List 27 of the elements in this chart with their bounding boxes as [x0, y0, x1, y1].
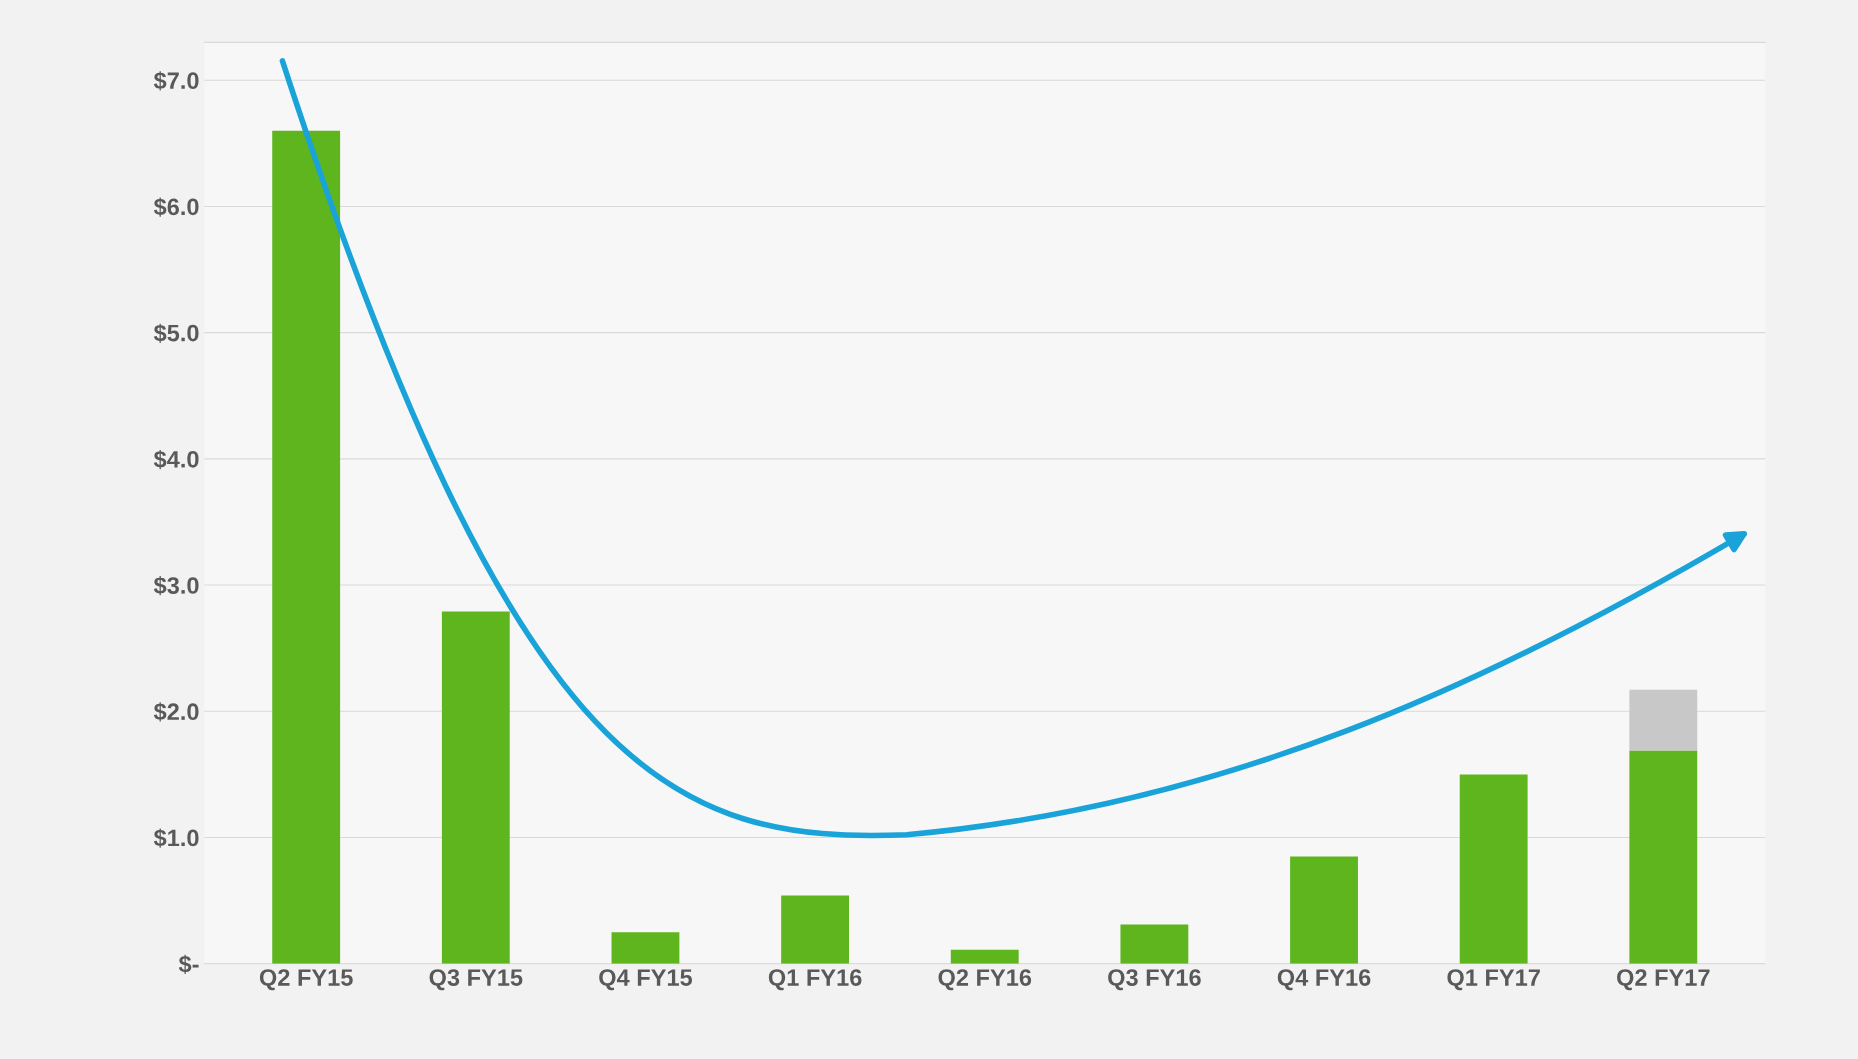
bar: [1459, 774, 1528, 964]
bar: [1290, 856, 1358, 964]
x-tick-label: Q2 FY16: [938, 969, 1032, 991]
x-tick-label: Q3 FY16: [1108, 969, 1201, 991]
x-tick-label: Q2 FY15: [259, 969, 353, 991]
bar: [1629, 689, 1698, 751]
y-tick-label: $6.0: [153, 197, 199, 217]
bar: [781, 895, 850, 964]
x-tick-label: Q4 FY15: [599, 969, 693, 991]
x-tick-label: Q4 FY16: [1277, 969, 1371, 991]
x-tick-label: Q3 FY15: [429, 969, 523, 991]
y-tick-label: $1.0: [153, 828, 199, 848]
bar: [611, 932, 680, 964]
x-tick-label: Q2 FY17: [1617, 969, 1710, 991]
bar: [272, 130, 341, 964]
bar: [1629, 750, 1698, 964]
bar: [950, 949, 1019, 964]
y-tick-label: $-: [178, 954, 199, 974]
y-tick-label: $7.0: [153, 71, 199, 91]
y-tick-label: $3.0: [153, 576, 199, 596]
y-tick-label: $5.0: [153, 323, 199, 343]
y-tick-label: $4.0: [153, 449, 199, 470]
x-tick-label: Q1 FY16: [768, 969, 862, 991]
y-tick-label: $2.0: [153, 702, 199, 722]
bar: [1120, 924, 1189, 964]
x-tick-label: Q1 FY17: [1447, 969, 1540, 991]
bar: [441, 611, 510, 964]
